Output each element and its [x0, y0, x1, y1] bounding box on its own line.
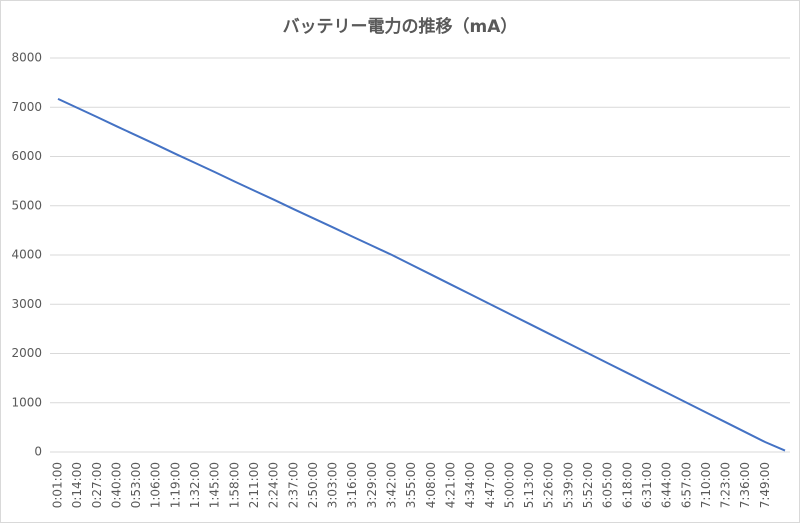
x-tick-label: 6:57:00 [679, 462, 693, 508]
x-tick-label: 5:13:00 [522, 462, 536, 508]
x-tick-label: 4:08:00 [424, 462, 438, 508]
x-tick-label: 3:29:00 [365, 462, 379, 508]
x-tick-label: 7:36:00 [738, 462, 752, 508]
x-tick-label: 7:23:00 [719, 462, 733, 508]
x-tick-label: 6:05:00 [601, 462, 615, 508]
x-tick-label: 1:06:00 [149, 462, 163, 508]
chart-title: バッテリー電力の推移（mA） [283, 16, 518, 37]
y-tick-label: 4000 [11, 248, 42, 262]
y-tick-label: 8000 [11, 51, 42, 65]
x-tick-label: 1:58:00 [227, 462, 241, 508]
y-tick-label: 3000 [11, 297, 42, 311]
x-tick-label: 5:00:00 [502, 462, 516, 508]
x-tick-label: 6:31:00 [640, 462, 654, 508]
x-tick-label: 0:40:00 [109, 462, 123, 508]
x-tick-label: 6:44:00 [660, 462, 674, 508]
x-tick-label: 7:10:00 [699, 462, 713, 508]
x-tick-label: 3:03:00 [326, 462, 340, 508]
y-tick-label: 0 [34, 445, 42, 459]
x-tick-label: 4:47:00 [483, 462, 497, 508]
x-tick-label: 7:49:00 [758, 462, 772, 508]
line-series [57, 97, 786, 452]
x-tick-label: 0:53:00 [129, 462, 143, 508]
y-tick-label: 5000 [11, 198, 42, 212]
x-tick-label: 5:26:00 [542, 462, 556, 508]
x-tick-label: 2:11:00 [247, 462, 261, 508]
y-tick-label: 6000 [11, 149, 42, 163]
x-tick-label: 3:55:00 [404, 462, 418, 508]
x-tick-label: 0:14:00 [70, 462, 84, 508]
x-tick-label: 1:19:00 [168, 462, 182, 508]
x-tick-label: 1:45:00 [208, 462, 222, 508]
x-tick-label: 1:32:00 [188, 462, 202, 508]
x-tick-label: 2:37:00 [286, 462, 300, 508]
x-tick-label: 0:27:00 [90, 462, 104, 508]
x-tick-label: 6:18:00 [620, 462, 634, 508]
x-tick-label: 4:21:00 [443, 462, 457, 508]
x-tick-label: 2:50:00 [306, 462, 320, 508]
y-tick-label: 7000 [11, 100, 42, 114]
y-tick-label: 2000 [11, 346, 42, 360]
x-tick-label: 5:39:00 [561, 462, 575, 508]
x-tick-label: 3:16:00 [345, 462, 359, 508]
x-tick-label: 5:52:00 [581, 462, 595, 508]
x-tick-label: 2:24:00 [267, 462, 281, 508]
y-tick-label: 1000 [11, 395, 42, 409]
x-tick-label: 3:42:00 [385, 462, 399, 508]
x-tick-label: 0:01:00 [51, 462, 65, 508]
x-tick-label: 4:34:00 [463, 462, 477, 508]
